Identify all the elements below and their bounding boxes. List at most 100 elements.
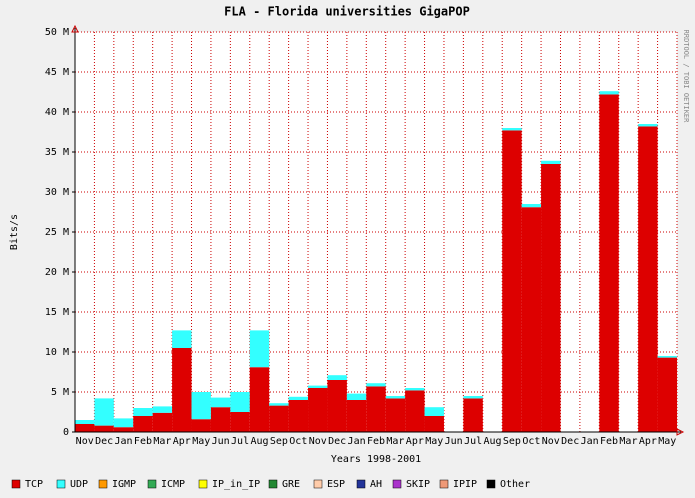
bar-segment <box>405 390 425 432</box>
bar-segment <box>230 412 250 432</box>
x-tick-label: Dec <box>95 436 113 447</box>
x-axis-label: Years 1998-2001 <box>331 454 421 465</box>
bar-segment <box>269 405 289 432</box>
legend-label: ICMP <box>161 479 185 490</box>
x-tick-label: Jan <box>348 436 366 447</box>
legend-swatch <box>313 479 323 489</box>
x-tick-label: Sep <box>503 436 521 447</box>
y-tick-label: 45 M <box>45 67 69 78</box>
x-tick-label: Feb <box>367 436 385 447</box>
axis-arrow <box>71 24 79 33</box>
bar-segment <box>424 407 444 416</box>
y-tick-label: 20 M <box>45 267 69 278</box>
x-tick-label: Mar <box>153 436 171 447</box>
bar-segment <box>288 396 309 400</box>
x-tick-label: Mar <box>619 436 637 447</box>
bar-segment <box>385 396 406 399</box>
bar-segment <box>424 416 444 432</box>
bar-segment <box>638 124 658 127</box>
bar-segment <box>94 398 114 426</box>
bar-segment <box>113 427 134 432</box>
x-tick-label: Mar <box>386 436 404 447</box>
bar-segment <box>541 160 561 164</box>
bar-segment <box>599 94 619 433</box>
y-tick-label: 15 M <box>45 307 69 318</box>
legend-swatch <box>147 479 157 489</box>
legend-label: UDP <box>70 479 88 490</box>
x-tick-label: Jan <box>115 436 133 447</box>
legend-label: Other <box>500 479 530 490</box>
y-tick-label: 10 M <box>45 347 69 358</box>
bar-segment <box>230 392 250 412</box>
legend-swatch <box>356 479 366 489</box>
bar-segment <box>502 128 522 131</box>
bar-segment <box>308 388 328 432</box>
x-tick-label: Dec <box>561 436 579 447</box>
x-tick-label: Aug <box>483 436 501 447</box>
bar-segment <box>113 418 134 428</box>
y-axis-label: Bits/s <box>9 214 20 250</box>
legend-label: GRE <box>282 479 300 490</box>
x-tick-label: Oct <box>289 436 307 447</box>
bar-segment <box>152 412 173 432</box>
legend-label: IP_in_IP <box>212 479 260 490</box>
legend-label: IPIP <box>453 479 477 490</box>
bar-segment <box>327 375 347 380</box>
legend-swatch <box>392 479 402 489</box>
bar-segment <box>463 398 483 432</box>
bar-segment <box>327 380 347 432</box>
x-tick-label: Jul <box>464 436 482 447</box>
y-tick-label: 0 <box>63 427 69 438</box>
bar-segment <box>366 386 386 432</box>
bar-segment <box>75 420 95 424</box>
bar-segment <box>308 385 328 388</box>
x-tick-label: Feb <box>600 436 618 447</box>
bar-segment <box>521 207 542 432</box>
bar-segment <box>541 164 561 432</box>
x-tick-label: Dec <box>328 436 346 447</box>
x-tick-label: Nov <box>542 436 560 447</box>
bar-segment <box>269 403 289 406</box>
bar-segment <box>521 204 542 208</box>
bar-segment <box>346 393 367 400</box>
legend-swatch <box>198 479 208 489</box>
bar-segment <box>657 357 677 432</box>
legend-label: IGMP <box>112 479 136 490</box>
x-tick-label: Nov <box>309 436 327 447</box>
bar-segment <box>405 388 425 391</box>
legend-label: AH <box>370 479 382 490</box>
bar-segment <box>599 91 619 95</box>
chart-title: FLA - Florida universities GigaPOP <box>224 5 470 19</box>
bar-segment <box>366 383 386 387</box>
bar-segment <box>288 400 309 432</box>
legend-label: TCP <box>25 479 43 490</box>
bar-segment <box>502 130 522 432</box>
legend-swatch <box>11 479 21 489</box>
y-tick-label: 30 M <box>45 187 69 198</box>
bar-segment <box>94 425 114 432</box>
watermark: RRDTOOL / TOBI OETIKER <box>682 30 690 124</box>
bar-segment <box>210 397 231 408</box>
x-tick-label: Apr <box>639 436 657 447</box>
legend-swatch <box>439 479 449 489</box>
bar-segment <box>152 406 173 413</box>
y-tick-label: 5 M <box>51 387 69 398</box>
bar-segment <box>75 424 95 432</box>
x-tick-label: Jun <box>445 436 463 447</box>
bar-segment <box>657 356 677 358</box>
x-tick-label: Feb <box>134 436 152 447</box>
legend-swatch <box>486 479 496 489</box>
x-tick-label: Nov <box>76 436 94 447</box>
bar-segment <box>191 392 211 420</box>
legend-swatch <box>56 479 66 489</box>
bar-segment <box>133 416 153 432</box>
x-tick-label: Apr <box>173 436 191 447</box>
bar-segment <box>191 419 211 432</box>
x-tick-label: May <box>192 436 210 447</box>
bar-segment <box>249 330 270 368</box>
bar-segment <box>172 348 192 432</box>
bar-segment <box>463 396 483 399</box>
bar-segment <box>346 400 367 432</box>
y-tick-label: 40 M <box>45 107 69 118</box>
